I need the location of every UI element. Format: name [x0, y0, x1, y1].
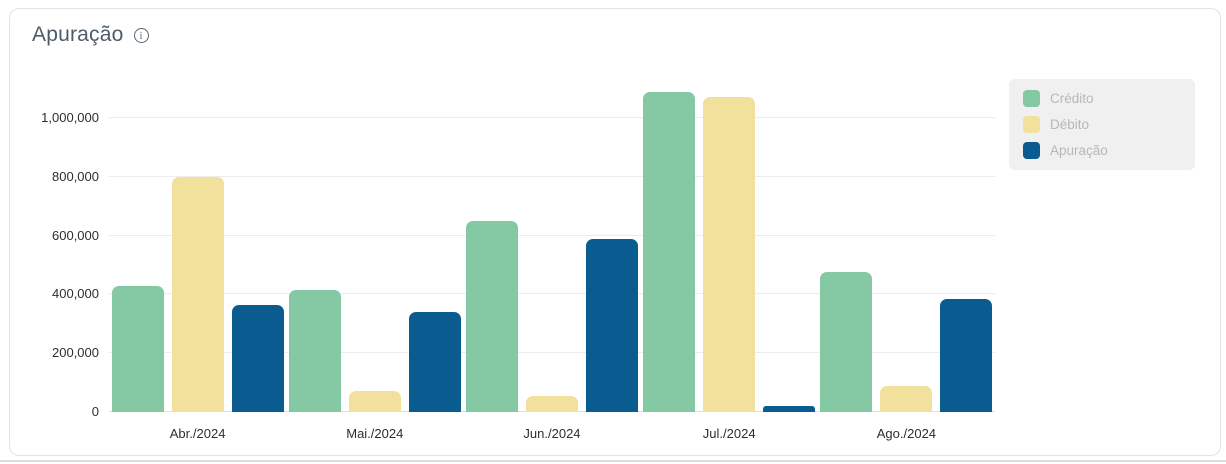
x-tick-label: Abr./2024 — [169, 426, 226, 441]
apuracao-card: Apuração i 0 200,000 400,000 600,000 800,000… — [9, 8, 1221, 456]
card-header: Apuração i — [32, 23, 149, 47]
legend-label: Crédito — [1050, 91, 1094, 106]
legend-swatch — [1023, 90, 1040, 107]
x-tick-label: Jul./2024 — [702, 426, 756, 441]
bar-credito-1[interactable] — [111, 285, 164, 412]
bar-credito-3[interactable] — [466, 220, 518, 412]
bottom-separator — [0, 460, 1226, 462]
bar-apuracao-2[interactable] — [408, 312, 461, 412]
gridline — [109, 175, 995, 177]
y-tick-label: 400,000 — [52, 286, 99, 302]
legend-swatch — [1023, 116, 1040, 133]
bar-apuracao-4[interactable] — [763, 406, 816, 412]
x-tick-label: Ago./2024 — [876, 426, 937, 441]
legend-label: Débito — [1050, 117, 1090, 132]
legend-label: Apuração — [1050, 143, 1108, 158]
legend-item-apuracao[interactable]: Apuração — [1023, 142, 1181, 159]
plot-area — [109, 76, 995, 412]
bar-debito-1[interactable] — [171, 176, 224, 412]
gridline — [109, 117, 995, 118]
gridline — [109, 352, 995, 354]
bar-credito-5[interactable] — [820, 272, 873, 412]
y-tick-label: 800,000 — [52, 168, 99, 184]
y-tick-label: 0 — [91, 404, 99, 419]
legend-swatch — [1023, 142, 1040, 159]
legend-item-credito[interactable]: Crédito — [1023, 90, 1181, 107]
bar-apuracao-1[interactable] — [231, 304, 284, 412]
bar-chart: 0 200,000 400,000 600,000 800,000 1,000,000 A… — [10, 9, 1220, 455]
bar-debito-4[interactable] — [703, 97, 756, 412]
info-circle-icon[interactable]: i — [133, 27, 149, 43]
bar-credito-2[interactable] — [288, 290, 341, 412]
legend-item-debito[interactable]: Débito — [1023, 116, 1181, 133]
bar-apuracao-3[interactable] — [586, 238, 638, 412]
bar-apuracao-5[interactable] — [940, 298, 993, 412]
chart-legend: Crédito Débito Apuração — [1009, 79, 1195, 170]
bar-credito-4[interactable] — [643, 91, 696, 412]
y-tick-label: 200,000 — [52, 345, 99, 361]
gridline — [109, 293, 995, 295]
x-tick-label: Mai./2024 — [346, 426, 404, 441]
x-tick-label: Jun./2024 — [523, 426, 581, 441]
bar-debito-2[interactable] — [348, 391, 401, 412]
bar-debito-3[interactable] — [526, 395, 578, 412]
page-title: Apuração — [32, 23, 124, 46]
y-tick-label: 600,000 — [52, 227, 99, 243]
gridline — [109, 234, 995, 236]
y-tick-label: 1,000,000 — [41, 110, 99, 125]
bar-debito-5[interactable] — [880, 385, 933, 412]
